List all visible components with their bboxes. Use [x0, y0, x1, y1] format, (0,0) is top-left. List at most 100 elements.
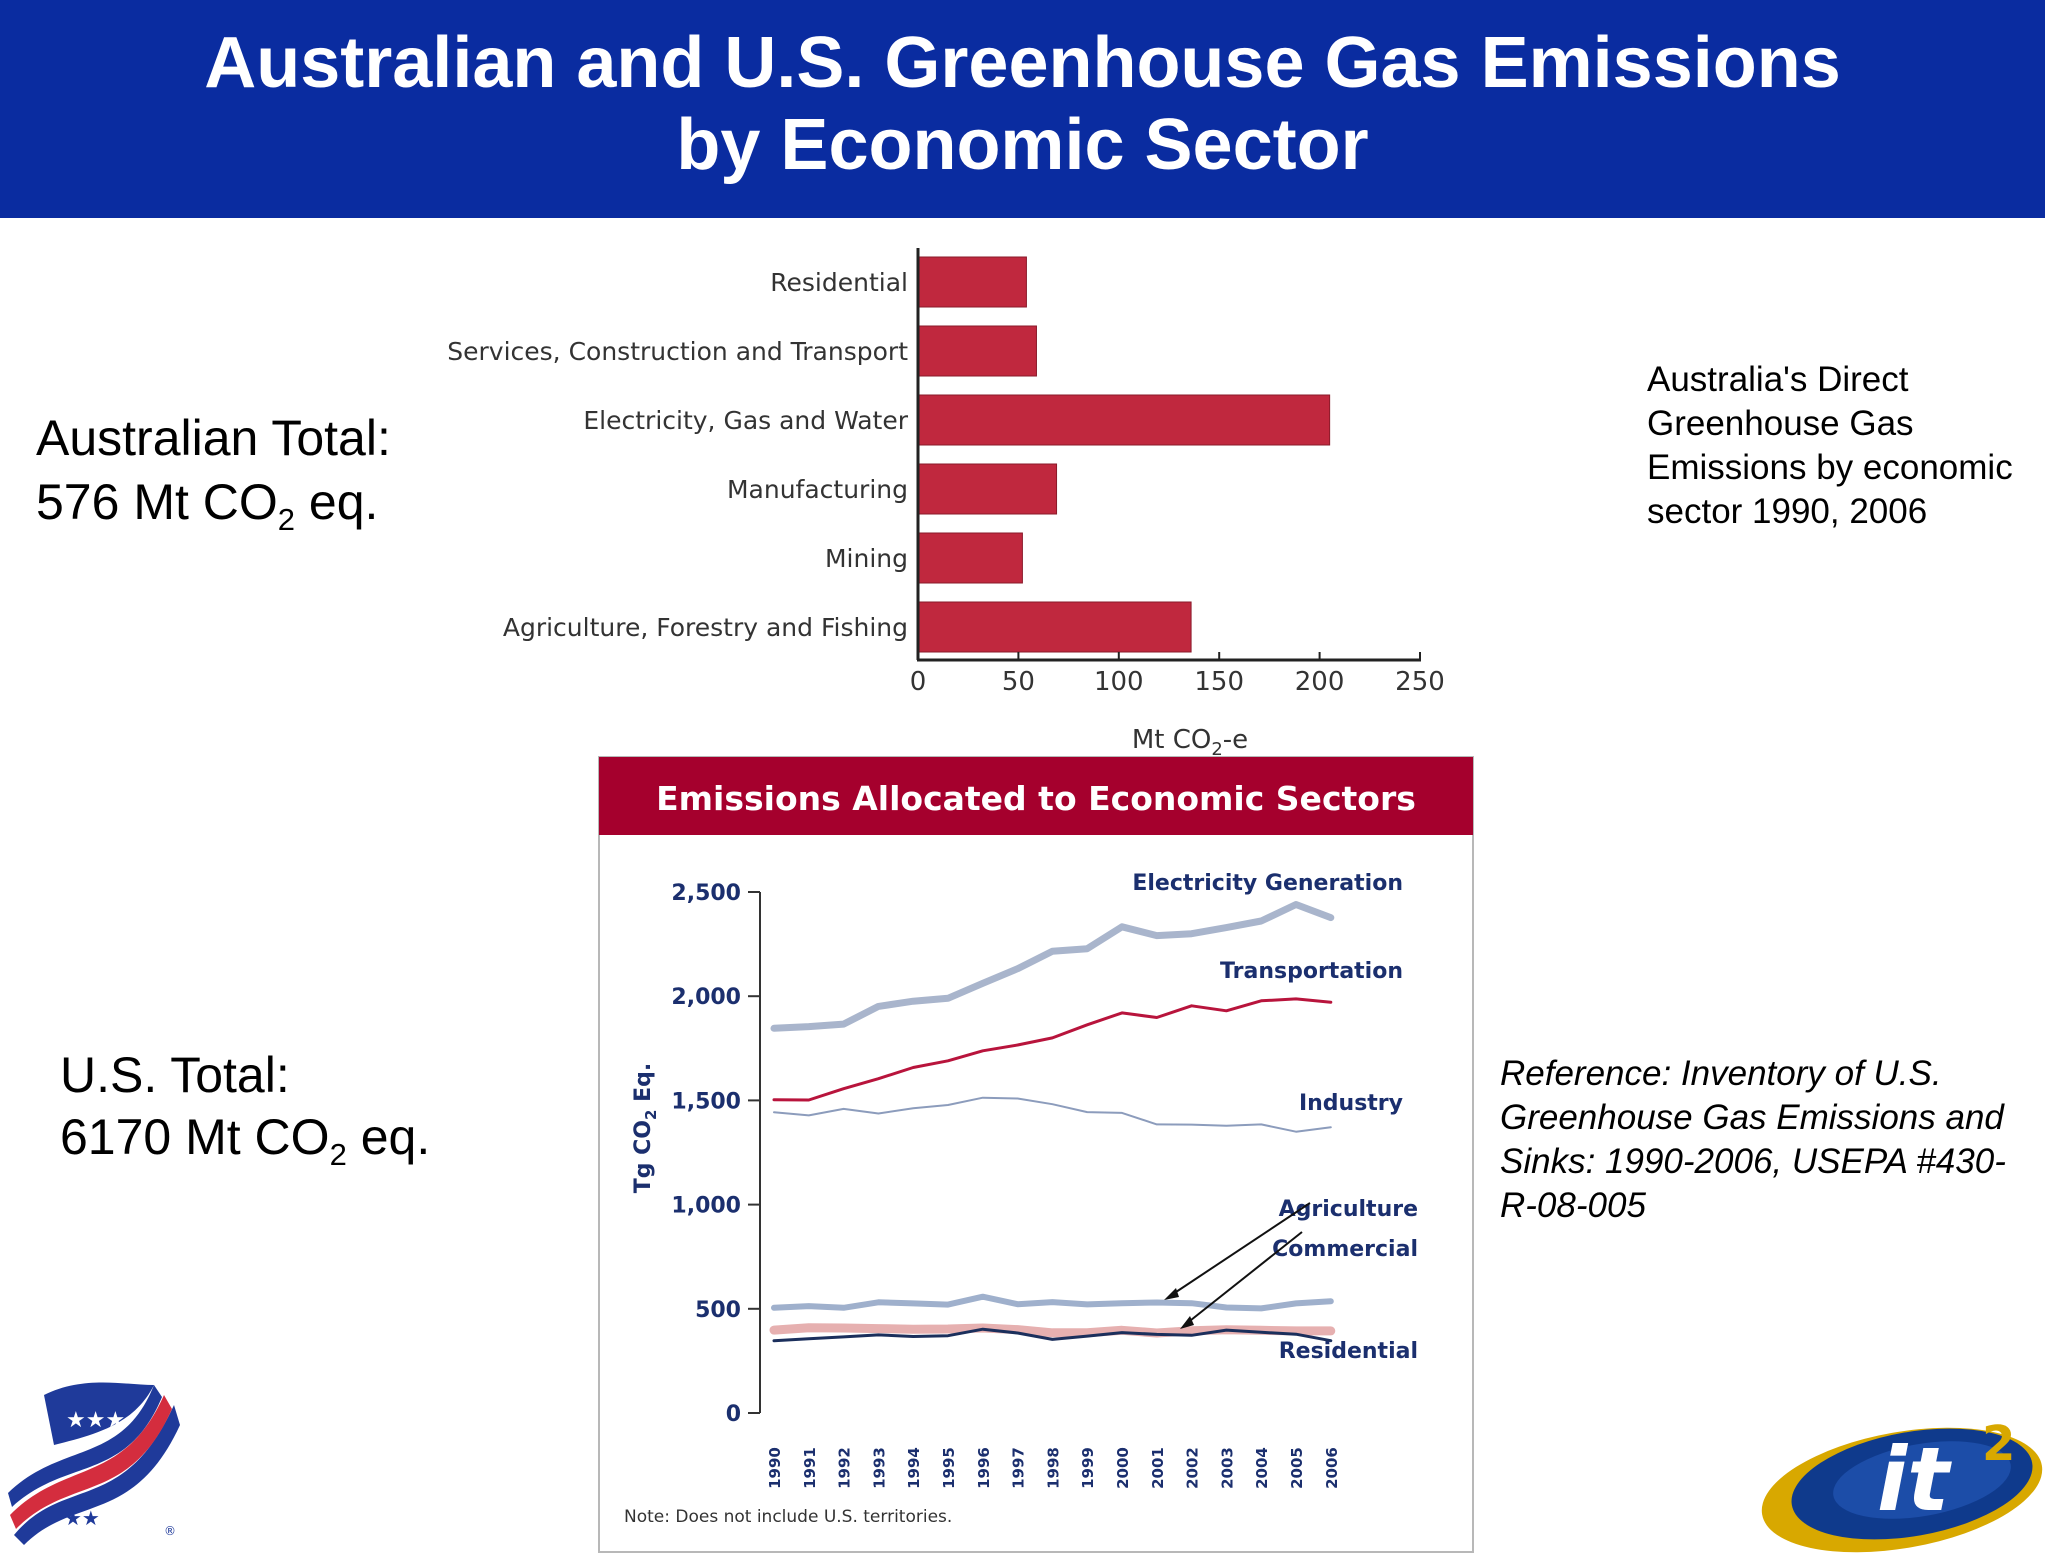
- us-y-tick-1-500: 1,500: [671, 1089, 741, 1114]
- bar-label-residential: Residential: [770, 268, 908, 297]
- us-y-ticks: 0 500 1,000 1,500 2,000 2,500: [671, 881, 760, 1427]
- us-series-labels: Electricity Generation Transportation Indu…: [1132, 871, 1418, 1364]
- logo-stripe-3: [8, 1385, 162, 1507]
- australia-chart-caption: Australia's Direct Greenhouse Gas Emissi…: [1647, 360, 2013, 531]
- us-y-tick-0: 0: [726, 1402, 741, 1427]
- us-x-tick-1993: 1993: [870, 1447, 888, 1489]
- commercial-pointer-arrow: [1185, 1231, 1303, 1325]
- bar-x-axis-label: Mt CO2-e: [1132, 725, 1248, 760]
- logo-it-text: it: [1877, 1428, 1952, 1531]
- reference-citation: Reference: Inventory of U.S. Greenhouse …: [1500, 1054, 2006, 1225]
- bar-group: [917, 256, 1331, 653]
- agriculture-pointer-head: [1164, 1288, 1179, 1300]
- us-x-tick-2005: 2005: [1288, 1447, 1306, 1489]
- us-x-tick-2001: 2001: [1149, 1447, 1167, 1489]
- us-x-tick-1992: 1992: [836, 1447, 854, 1489]
- us-x-tick-1999: 1999: [1079, 1447, 1097, 1489]
- series-line-agriculture: [771, 1293, 1334, 1312]
- bar-electricity-gas-and-water: [917, 394, 1331, 446]
- logo-stripe-1: [14, 1405, 180, 1545]
- us-x-tick-1995: 1995: [940, 1447, 958, 1489]
- us-line-chart: Emissions Allocated to Economic Sectors …: [598, 756, 1474, 1553]
- us-x-tick-2002: 2002: [1184, 1447, 1202, 1489]
- series-label-electricity-generation: Electricity Generation: [1132, 871, 1403, 896]
- bar-mining: [917, 532, 1023, 584]
- stars-and-stripes-logo: ★★★ ★★ ®: [8, 1382, 180, 1545]
- us-total-subscript: 2: [329, 1136, 347, 1172]
- bar-residential: [917, 256, 1027, 308]
- series-line-industry: [773, 1096, 1332, 1133]
- page-title-line-1: Australian and U.S. Greenhouse Gas Emiss…: [204, 23, 1841, 103]
- page-title: Australian and U.S. Greenhouse Gas Emiss…: [0, 22, 2045, 186]
- registered-mark: ®: [164, 1524, 176, 1538]
- title-banner: Australian and U.S. Greenhouse Gas Emiss…: [0, 0, 2045, 218]
- us-total-value: 6170 Mt CO2 eq.: [60, 1106, 431, 1170]
- bar-label-services-construction-and-transport: Services, Construction and Transport: [447, 337, 908, 366]
- it2-logo: it 2: [1761, 1416, 2043, 1553]
- series-label-commercial: Commercial: [1272, 1237, 1418, 1262]
- australian-total-label: Australian Total:: [36, 410, 391, 466]
- us-x-tick-1996: 1996: [975, 1447, 993, 1489]
- logo-field: [44, 1382, 154, 1445]
- us-total-number: 6170 Mt CO: [60, 1109, 330, 1165]
- australian-total: Australian Total: 576 Mt CO2 eq.: [36, 406, 391, 537]
- us-total-label: U.S. Total:: [60, 1047, 290, 1103]
- us-x-tick-1991: 1991: [801, 1447, 819, 1489]
- bar-x-ticks: 0 50 100 150 200 250: [910, 652, 1445, 697]
- series-line-transportation: [772, 997, 1333, 1102]
- page-title-line-2: by Economic Sector: [676, 105, 1369, 185]
- us-x-tick-1997: 1997: [1010, 1447, 1028, 1489]
- us-x-tick-2000: 2000: [1114, 1447, 1132, 1489]
- bar-x-tick-100: 100: [1094, 667, 1144, 697]
- series-label-residential: Residential: [1279, 1339, 1418, 1364]
- bar-manufacturing: [917, 463, 1058, 515]
- us-x-tick-1998: 1998: [1044, 1447, 1062, 1489]
- bar-x-tick-50: 50: [1002, 667, 1035, 697]
- bar-x-tick-0: 0: [910, 667, 927, 697]
- us-total-unit: eq.: [346, 1109, 431, 1165]
- series-line-electricity-generation: [770, 901, 1335, 1032]
- logo-stars: ★★★: [66, 1408, 125, 1433]
- agriculture-pointer-arrow: [1169, 1202, 1311, 1297]
- bar-category-labels: Residential Services, Construction and Tr…: [447, 268, 908, 642]
- australian-total-subscript: 2: [277, 501, 295, 537]
- australia-bar-chart: Residential Services, Construction and Tr…: [447, 248, 1445, 760]
- bar-x-tick-200: 200: [1295, 667, 1345, 697]
- us-series-lines: [769, 901, 1336, 1343]
- australian-total-unit: eq.: [295, 474, 379, 530]
- bar-label-electricity-gas-and-water: Electricity, Gas and Water: [583, 406, 908, 435]
- commercial-pointer-head: [1180, 1316, 1194, 1329]
- us-y-tick-2-500: 2,500: [671, 881, 741, 906]
- us-x-tick-2003: 2003: [1218, 1447, 1236, 1489]
- us-y-tick-2-000: 2,000: [671, 985, 741, 1010]
- bar-x-tick-250: 250: [1395, 667, 1445, 697]
- bar-x-tick-150: 150: [1194, 667, 1244, 697]
- us-x-tick-1990: 1990: [766, 1447, 784, 1489]
- us-chart-title-bar: [599, 757, 1473, 835]
- series-label-transportation: Transportation: [1220, 959, 1403, 984]
- bar-agriculture-forestry-and-fishing: [917, 601, 1192, 653]
- series-label-industry: Industry: [1299, 1091, 1403, 1116]
- logo-sup-text: 2: [1982, 1416, 2015, 1472]
- us-x-ticks: 1990 1991 1992 1993 1994 1995 1996 1997 1998 1999…: [766, 1447, 1341, 1489]
- australian-total-number: 576 Mt CO: [36, 474, 278, 530]
- series-line-residential: [772, 1327, 1333, 1343]
- us-chart-note: Note: Does not include U.S. territories.: [624, 1507, 952, 1527]
- australian-total-value: 576 Mt CO2 eq.: [36, 470, 391, 537]
- us-y-tick-500: 500: [695, 1298, 741, 1323]
- logo-white-mark: [1833, 1441, 2011, 1519]
- us-x-tick-2004: 2004: [1253, 1447, 1271, 1489]
- bar-label-manufacturing: Manufacturing: [727, 475, 908, 504]
- us-x-tick-2006: 2006: [1323, 1447, 1341, 1489]
- us-total: U.S. Total: 6170 Mt CO2 eq.: [60, 1044, 431, 1170]
- us-y-axis-label: Tg CO2 Eq.: [631, 1063, 660, 1194]
- us-y-tick-1-000: 1,000: [671, 1194, 741, 1219]
- bar-services-construction-and-transport: [917, 325, 1037, 377]
- bar-label-mining: Mining: [825, 544, 908, 573]
- logo-stars-lower: ★★: [64, 1506, 100, 1530]
- logo-stripe-2: [10, 1395, 172, 1529]
- us-chart-title: Emissions Allocated to Economic Sectors: [656, 779, 1416, 818]
- us-chart-frame: [598, 756, 1474, 1553]
- bar-label-agriculture-forestry-and-fishing: Agriculture, Forestry and Fishing: [503, 613, 908, 642]
- us-x-tick-1994: 1994: [905, 1447, 923, 1489]
